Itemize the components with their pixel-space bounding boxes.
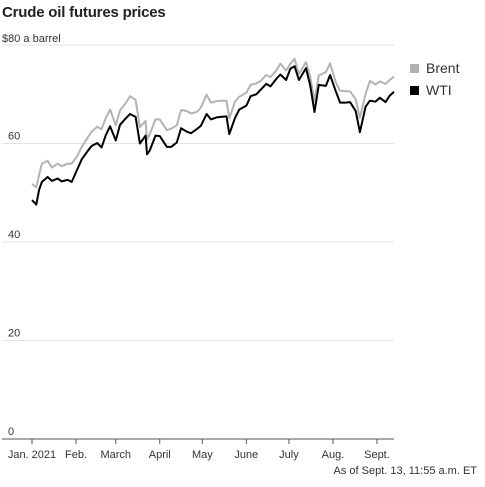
- legend: Brent WTI: [410, 60, 460, 98]
- x-tick-label: April: [149, 449, 171, 461]
- x-tick-label: May: [192, 449, 213, 461]
- legend-label-wti: WTI: [426, 82, 452, 98]
- y-tick-label: 0: [8, 426, 14, 438]
- chart-title: Crude oil futures prices: [2, 4, 166, 21]
- x-tick-label: June: [234, 449, 258, 461]
- legend-label-brent: Brent: [426, 60, 460, 76]
- y-axis-ticks: 60 40 20 0: [8, 131, 20, 439]
- y-tick-label: 40: [8, 229, 20, 241]
- legend-swatch-wti: [410, 86, 419, 95]
- x-tick-label: March: [100, 449, 131, 461]
- series-line-wti: [31, 65, 395, 206]
- gridlines: [2, 44, 394, 341]
- y-unit-label: $80 a barrel: [2, 33, 61, 45]
- x-tick-label: Aug.: [322, 449, 345, 461]
- x-tick-label: Sept.: [364, 449, 390, 461]
- x-tick-label: Jan. 2021: [8, 449, 56, 461]
- series-lines: [31, 57, 395, 206]
- y-tick-label: 20: [8, 328, 20, 340]
- x-axis: Jan. 2021 Feb. March April May June July Aug. Se…: [2, 438, 394, 461]
- legend-swatch-brent: [410, 64, 419, 73]
- y-tick-label: 60: [8, 131, 20, 143]
- x-tick-label: July: [279, 449, 299, 461]
- series-line-brent: [31, 57, 395, 189]
- timestamp-note: As of Sept. 13, 11:55 a.m. ET: [333, 465, 477, 477]
- x-tick-label: Feb.: [65, 449, 87, 461]
